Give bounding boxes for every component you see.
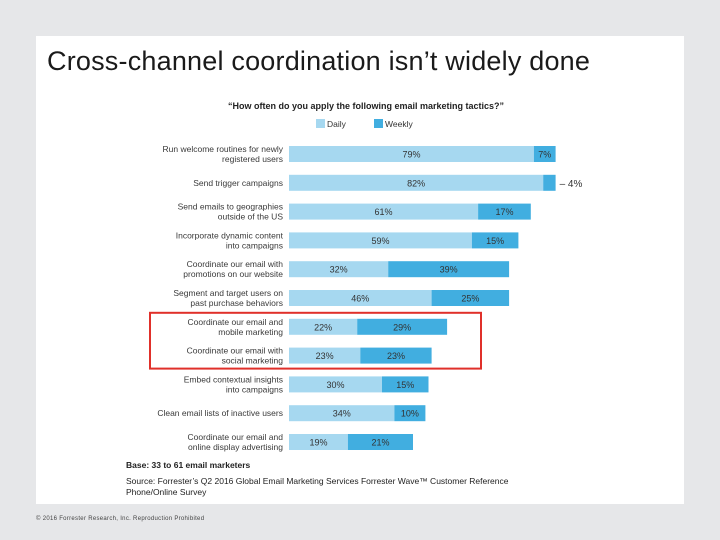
- category-label: outside of the US: [218, 212, 284, 222]
- category-label: Send emails to geographies: [178, 202, 283, 212]
- bar-weekly: [431, 290, 510, 306]
- category-label: Incorporate dynamic content: [176, 230, 284, 240]
- data-label-weekly: 15%: [396, 380, 414, 390]
- note-source: Source: Forrester’s Q2 2016 Global Email…: [126, 476, 509, 486]
- bar-daily: [289, 261, 389, 278]
- bar-daily: [289, 174, 544, 191]
- data-label-daily: 34%: [333, 409, 351, 419]
- data-label-daily: 61%: [375, 207, 393, 217]
- category-label: registered users: [222, 154, 283, 164]
- slide: Cross-channel coordination isn’t widely …: [36, 36, 684, 504]
- category-label: Embed contextual insights: [184, 374, 283, 384]
- bar-daily: [289, 434, 348, 450]
- bar-weekly: [357, 318, 448, 335]
- data-label-weekly: 15%: [486, 236, 504, 246]
- bar-daily: [289, 376, 382, 393]
- category-label: Coordinate our email and: [188, 432, 284, 442]
- legend-label-daily: Daily: [327, 119, 347, 129]
- bar-daily: [289, 290, 432, 306]
- data-label-daily: 22%: [314, 322, 332, 332]
- data-label-weekly: – 4%: [560, 179, 583, 190]
- legend-label-weekly: Weekly: [385, 119, 413, 129]
- legend-swatch-daily: [316, 119, 325, 128]
- category-label: social marketing: [222, 356, 284, 366]
- data-label-daily: 79%: [402, 150, 420, 160]
- bar-daily: [289, 405, 395, 422]
- data-label-weekly: 25%: [461, 294, 479, 304]
- category-label: Clean email lists of inactive users: [157, 408, 283, 418]
- data-label-weekly: 21%: [371, 438, 389, 448]
- data-label-daily: 82%: [407, 178, 425, 188]
- bar-weekly: [360, 347, 432, 364]
- bar-daily: [289, 318, 358, 335]
- data-label-daily: 46%: [351, 294, 369, 304]
- category-label: online display advertising: [188, 442, 283, 452]
- bar-daily: [289, 203, 479, 220]
- footer-copyright: © 2016 Forrester Research, Inc. Reproduc…: [36, 516, 205, 522]
- category-label: into campaigns: [226, 240, 283, 250]
- category-label: Coordinate our email with: [187, 346, 284, 356]
- category-label: past purchase behaviors: [190, 298, 283, 308]
- data-label-weekly: 17%: [495, 207, 513, 217]
- bar-weekly: [471, 232, 519, 249]
- data-label-daily: 30%: [326, 380, 344, 390]
- bar-weekly: [543, 174, 556, 191]
- bar-weekly: [388, 261, 510, 278]
- category-label: into campaigns: [226, 384, 283, 394]
- category-label: Send trigger campaigns: [193, 178, 283, 188]
- data-label-weekly: 10%: [401, 409, 419, 419]
- chart-title: “How often do you apply the following em…: [228, 101, 504, 111]
- bar-daily: [289, 146, 534, 162]
- category-label: Run welcome routines for newly: [163, 144, 284, 154]
- highlight-box: [149, 311, 482, 370]
- category-label: promotions on our website: [183, 269, 283, 279]
- data-label-weekly: 29%: [393, 322, 411, 332]
- bar-weekly: [478, 203, 531, 220]
- slide-title: Cross-channel coordination isn’t widely …: [47, 46, 591, 76]
- note-base: Base: 33 to 61 email marketers: [126, 460, 251, 470]
- category-label: Coordinate our email and: [188, 317, 284, 327]
- data-label-weekly: 23%: [387, 351, 405, 361]
- category-label: mobile marketing: [218, 327, 283, 337]
- category-label: Segment and target users on: [173, 288, 283, 298]
- data-label-daily: 19%: [309, 438, 327, 448]
- bar-daily: [289, 232, 472, 249]
- data-label-weekly: 7%: [538, 150, 551, 160]
- bar-weekly: [394, 405, 426, 422]
- category-label: Coordinate our email with: [187, 259, 284, 269]
- data-label-daily: 23%: [316, 351, 334, 361]
- data-label-weekly: 39%: [440, 265, 458, 275]
- data-label-daily: 32%: [330, 265, 348, 275]
- bar-weekly: [382, 376, 429, 393]
- data-label-daily: 59%: [371, 236, 389, 246]
- bar-weekly: [533, 146, 556, 162]
- legend-swatch-weekly: [374, 119, 383, 128]
- bar-daily: [289, 347, 361, 364]
- note-source: Phone/Online Survey: [126, 487, 207, 497]
- bar-weekly: [347, 434, 413, 450]
